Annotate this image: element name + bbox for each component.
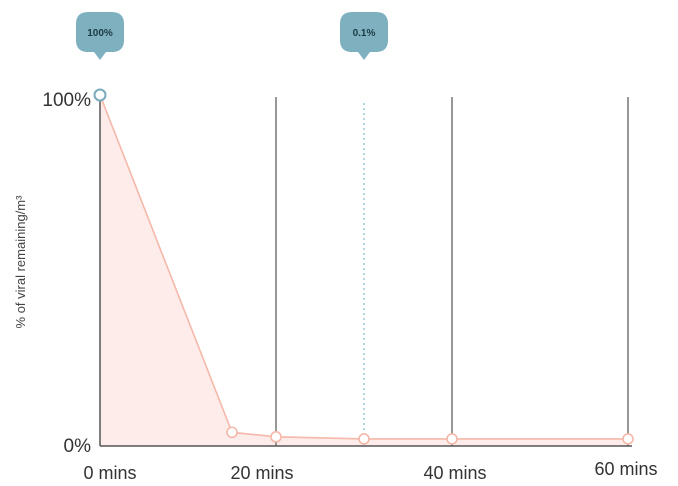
- data-point-30: [358, 433, 370, 445]
- y-axis-label: % of viral remaining/m³: [13, 195, 28, 329]
- x-tick-label-60: 60 mins: [594, 459, 657, 479]
- data-point-0: [93, 88, 107, 102]
- x-tick-label-40: 40 mins: [423, 463, 486, 483]
- series-area-fill: [100, 95, 628, 446]
- data-point-40: [446, 433, 458, 445]
- x-tick-label-0: 0 mins: [83, 463, 136, 483]
- callout-label-0: 100%: [87, 28, 113, 39]
- y-tick-label-min: 0%: [64, 436, 92, 457]
- y-tick-label-max: 100%: [42, 90, 91, 111]
- data-point-60: [622, 433, 634, 445]
- callout-bubble-0: [76, 12, 124, 60]
- callout-bubble-1: [340, 12, 388, 60]
- x-tick-label-20: 20 mins: [230, 463, 293, 483]
- callout-label-1: 0.1%: [353, 28, 376, 39]
- data-point-20: [270, 431, 282, 443]
- series-line: [99, 94, 628, 440]
- data-point-15: [226, 426, 238, 439]
